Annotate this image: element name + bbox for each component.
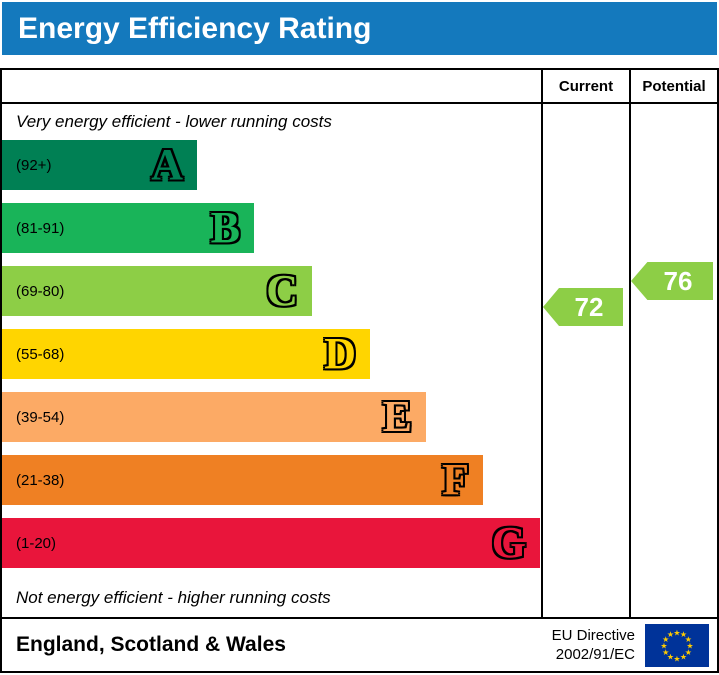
svg-text:★: ★: [662, 647, 669, 656]
band-d: (55-68) D: [2, 329, 370, 379]
band-g-letter: G: [491, 518, 526, 567]
eu-directive-line1: EU Directive: [551, 626, 635, 644]
potential-rating-arrow: 76: [631, 262, 713, 300]
current-rating-arrow: 72: [543, 288, 623, 326]
svg-text:★: ★: [686, 641, 693, 650]
svg-text:★: ★: [667, 630, 674, 639]
svg-text:★: ★: [667, 652, 674, 661]
svg-text:★: ★: [680, 630, 687, 639]
title-bar: Energy Efficiency Rating: [2, 2, 717, 55]
band-e-range: (39-54): [16, 408, 65, 426]
band-b-letter: B: [210, 203, 240, 252]
eu-directive-line2: 2002/91/EC: [555, 646, 635, 663]
column-header-current: Current: [541, 70, 629, 102]
svg-text:★: ★: [660, 641, 667, 650]
band-d-range: (55-68): [16, 345, 65, 363]
band-e: (39-54) E: [2, 392, 426, 442]
svg-text:★: ★: [680, 652, 687, 661]
rating-bands: (92+) A (81-91) B (69-80) C (55-68) D (3…: [2, 140, 540, 581]
band-f-letter: F: [442, 455, 469, 504]
current-column-divider: [541, 104, 543, 617]
current-rating-value: 72: [574, 291, 604, 322]
potential-column-divider: [629, 104, 631, 617]
band-d-letter: D: [324, 329, 356, 378]
eu-directive-label: EU Directive 2002/91/EC: [552, 626, 635, 665]
svg-text:★: ★: [662, 634, 669, 643]
band-c-range: (69-80): [16, 282, 65, 300]
band-g: (1-20) G: [2, 518, 540, 568]
band-g-range: (1-20): [16, 534, 57, 552]
band-a: (92+) A: [2, 140, 197, 190]
eu-flag-icon: ★ ★ ★ ★ ★ ★ ★ ★ ★ ★ ★ ★: [645, 623, 709, 667]
potential-rating-value: 76: [663, 265, 693, 296]
band-e-letter: E: [382, 392, 412, 441]
table-header-row: Current Potential: [2, 70, 717, 104]
svg-text:★: ★: [685, 647, 692, 656]
svg-text:★: ★: [673, 628, 680, 637]
svg-text:★: ★: [673, 654, 680, 663]
band-b: (81-91) B: [2, 203, 254, 253]
svg-text:★: ★: [685, 634, 692, 643]
bands-area: Very energy efficient - lower running co…: [2, 104, 717, 617]
table-footer-row: England, Scotland & Wales EU Directive 2…: [2, 617, 717, 671]
band-b-range: (81-91): [16, 219, 65, 237]
band-f: (21-38) F: [2, 455, 483, 505]
bottom-note: Not energy efficient - higher running co…: [16, 588, 331, 607]
band-c: (69-80) C: [2, 266, 312, 316]
footer-region-label: England, Scotland & Wales: [16, 633, 286, 656]
column-header-potential: Potential: [629, 70, 717, 102]
band-f-range: (21-38): [16, 471, 65, 489]
band-a-letter: A: [151, 140, 183, 189]
header-spacer: [2, 70, 541, 102]
page-title: Energy Efficiency Rating: [18, 11, 372, 45]
top-note: Very energy efficient - lower running co…: [16, 112, 332, 131]
band-a-range: (92+): [16, 156, 52, 174]
band-c-letter: C: [266, 266, 298, 315]
rating-table: Current Potential Very energy efficient …: [0, 68, 719, 673]
